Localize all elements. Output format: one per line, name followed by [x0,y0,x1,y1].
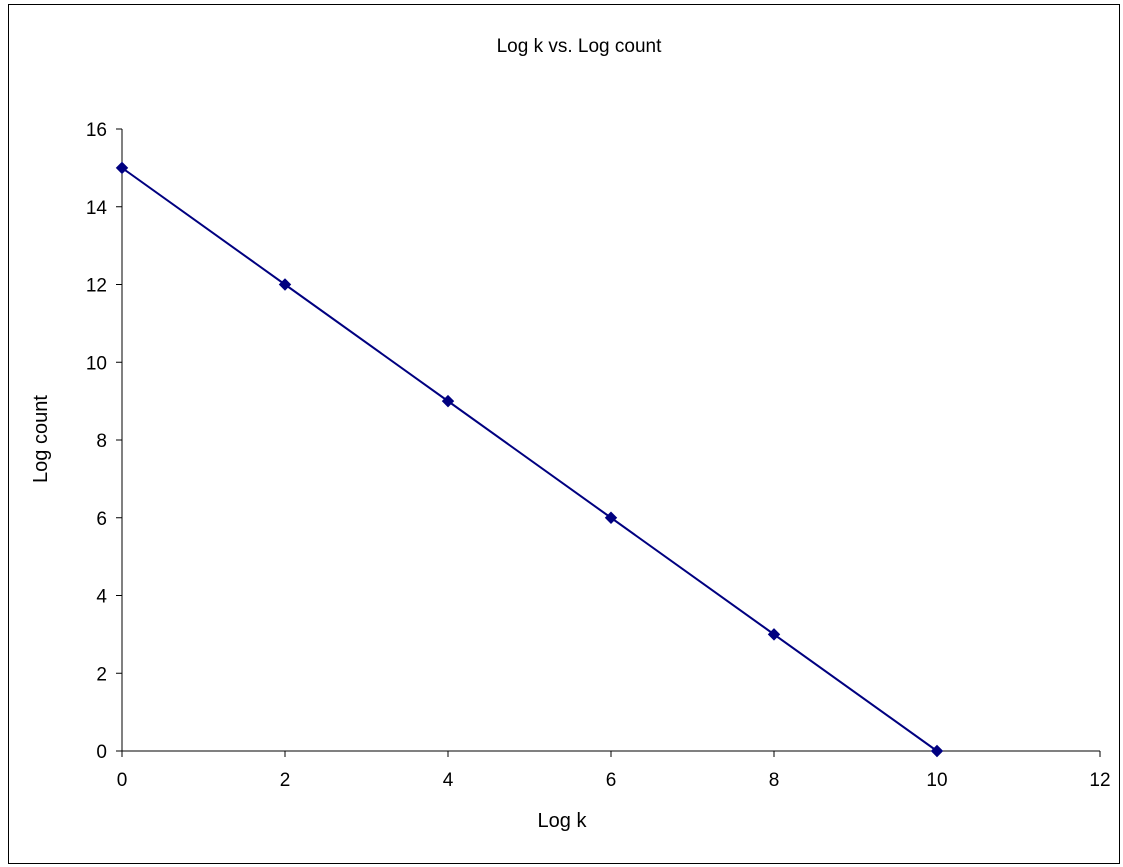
axes: 0 2 4 6 8 10 12 14 16 0 2 4 6 8 10 12 [86,120,1111,791]
data-point-marker [604,511,618,524]
x-tick-label: 12 [1089,770,1110,791]
y-tick-label: 2 [96,664,107,685]
y-axis-title: Log count [30,395,52,483]
y-tick-label: 10 [86,353,107,374]
data-point-marker [767,628,781,641]
data-point-marker [930,744,944,758]
y-tick-label: 0 [96,742,107,763]
x-tick-label: 6 [606,770,617,791]
x-tick-label: 10 [926,770,947,791]
y-tick-label: 8 [96,431,107,452]
y-tick-label: 12 [86,276,107,297]
series-layer [115,161,944,758]
y-tick-label: 6 [96,509,107,530]
x-tick-label: 0 [117,770,128,791]
x-tick-label: 4 [443,770,454,791]
data-point-marker [441,394,455,408]
y-tick-label: 14 [86,198,108,219]
chart-title: Log k vs. Log count [497,36,662,57]
x-tick-label: 2 [280,770,291,791]
x-axis-title: Log k [538,810,588,832]
chart-frame [8,4,1120,864]
y-tick-label: 16 [86,120,107,141]
y-tick-label: 4 [96,587,107,608]
x-tick-label: 8 [769,770,780,791]
series-line [121,167,938,752]
data-point-marker [115,161,129,175]
data-point-marker [278,278,292,291]
